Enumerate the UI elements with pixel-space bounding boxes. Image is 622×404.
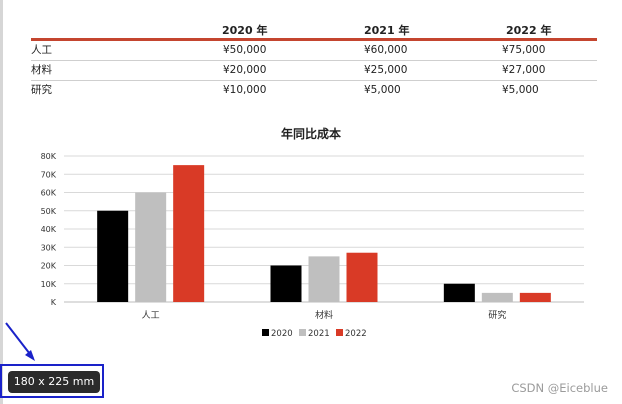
y-tick-label: 20K — [41, 262, 57, 271]
table-cell: ¥25,000 — [364, 64, 408, 76]
y-tick-label: 50K — [41, 207, 57, 216]
bar-2020-0 — [97, 210, 129, 302]
pointer-arrow-icon — [5, 322, 35, 361]
y-tick-label: 80K — [41, 152, 57, 161]
watermark: CSDN @Eiceblue — [511, 381, 608, 395]
x-tick-label: 人工 — [142, 310, 160, 321]
y-tick-label: 30K — [41, 243, 57, 252]
x-tick-label: 研究 — [488, 309, 506, 321]
y-tick-label: 60K — [41, 189, 57, 198]
page-left-edge — [0, 0, 3, 404]
table-cell: ¥10,000 — [223, 84, 267, 96]
legend-label: 2021 — [308, 329, 330, 339]
bar-2020-2 — [443, 283, 475, 302]
x-tick-label: 材料 — [315, 309, 333, 321]
legend-label: 2020 — [271, 329, 293, 339]
cost-table: 2020 年 2021 年 2022 年 人工 ¥50,000 ¥60,000 … — [31, 22, 597, 100]
bar-2022-2 — [519, 292, 551, 302]
table-header-rule — [31, 38, 597, 41]
bar-2021-2 — [481, 292, 513, 302]
y-tick-label: 10K — [41, 280, 57, 289]
legend-swatch — [299, 329, 306, 336]
table-row: 人工 ¥50,000 ¥60,000 ¥75,000 — [31, 41, 597, 61]
table-header-2020: 2020 年 — [222, 24, 268, 37]
table-row: 材料 ¥20,000 ¥25,000 ¥27,000 — [31, 61, 597, 81]
size-badge: 180 x 225 mm — [8, 371, 100, 393]
table-cell: ¥5,000 — [364, 84, 401, 96]
bar-2022-0 — [173, 165, 205, 302]
bar-2021-1 — [308, 256, 340, 302]
bar-2020-1 — [270, 265, 302, 302]
y-tick-label: K — [51, 298, 57, 307]
legend-swatch — [336, 329, 343, 336]
table-header-row: 2020 年 2021 年 2022 年 — [31, 22, 597, 38]
row-label: 研究 — [31, 84, 52, 96]
row-label: 材料 — [31, 64, 52, 76]
table-cell: ¥50,000 — [223, 44, 267, 56]
bar-2022-1 — [346, 252, 378, 302]
table-cell: ¥75,000 — [502, 44, 546, 56]
table-header-2021: 2021 年 — [364, 24, 410, 37]
bar-2021-0 — [135, 192, 167, 302]
table-header-2022: 2022 年 — [506, 24, 552, 37]
table-cell: ¥27,000 — [502, 64, 546, 76]
legend-swatch — [262, 329, 269, 336]
table-cell: ¥5,000 — [502, 84, 539, 96]
table-cell: ¥20,000 — [223, 64, 267, 76]
chart-title: 年同比成本 — [280, 127, 341, 141]
legend-label: 2022 — [345, 329, 367, 339]
y-tick-label: 70K — [41, 170, 57, 179]
y-tick-label: 40K — [41, 225, 57, 234]
row-label: 人工 — [31, 44, 52, 56]
table-cell: ¥60,000 — [364, 44, 408, 56]
cost-bar-chart: K 10K 20K 30K 40K 50K 60K 70K 80K 人工 材料 研究 2020 2021 2… — [41, 152, 584, 339]
table-row: 研究 ¥10,000 ¥5,000 ¥5,000 — [31, 81, 597, 100]
size-badge-frame: 180 x 225 mm — [0, 364, 104, 398]
